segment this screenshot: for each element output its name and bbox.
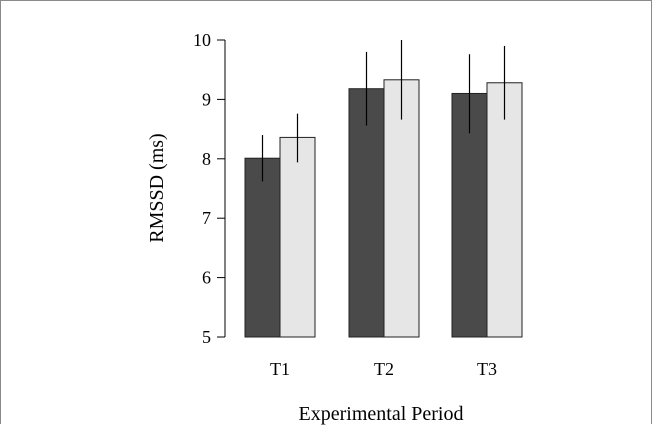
bar-t2-series-2	[383, 79, 420, 338]
y-tick-label: 8	[202, 149, 211, 169]
y-tick-label: 6	[202, 268, 211, 288]
y-axis-title: RMSSD (ms)	[146, 133, 168, 242]
y-tick-label: 10	[193, 30, 211, 50]
bars	[244, 79, 523, 338]
bar-t3-series-2	[486, 82, 523, 338]
x-axis-title: Experimental Period	[299, 403, 464, 425]
bar-t1-series-2	[279, 136, 316, 338]
y-tick-label: 7	[202, 208, 211, 228]
y-tick-label: 9	[202, 89, 211, 109]
x-tick-label-t3: T3	[477, 359, 497, 379]
bar-t1-series-1	[244, 157, 281, 338]
x-tick-label-t1: T1	[270, 359, 290, 379]
y-axis: 5 6 7 8 9 10	[193, 30, 226, 347]
bar-t3-series-1	[451, 92, 488, 338]
y-tick-label: 5	[202, 327, 211, 347]
x-axis-labels: T1 T2 T3	[270, 359, 497, 379]
bar-t2-series-1	[348, 88, 385, 338]
x-tick-label-t2: T2	[374, 359, 394, 379]
error-bars	[261, 40, 506, 182]
